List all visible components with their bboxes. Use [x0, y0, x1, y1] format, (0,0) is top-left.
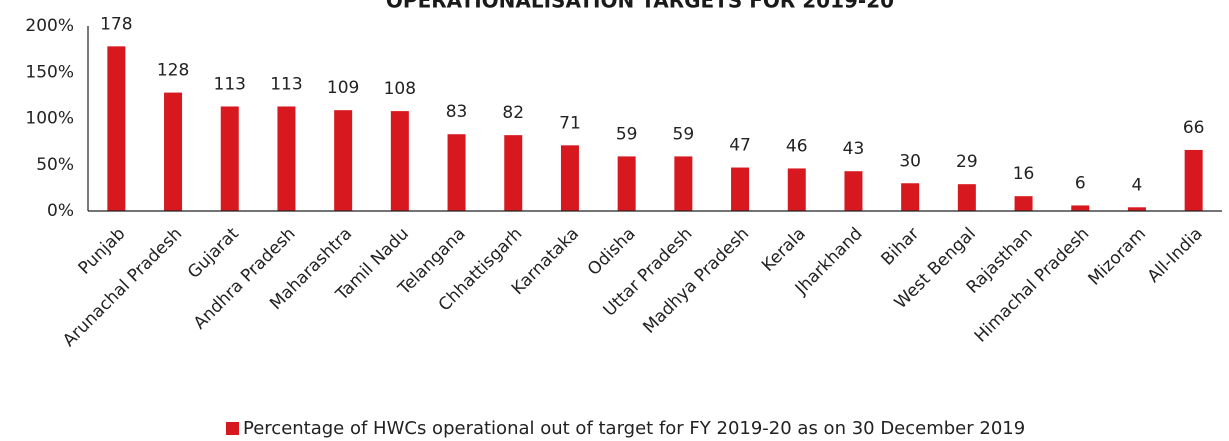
bar: [447, 134, 466, 211]
bar: [674, 156, 693, 211]
bar: [107, 46, 126, 211]
y-tick-label: 100%: [25, 109, 74, 129]
bar: [164, 92, 183, 211]
data-label: 109: [327, 78, 359, 98]
x-tick-label: Andhra Pradesh: [190, 224, 300, 334]
data-label: 29: [956, 152, 978, 172]
data-label: 46: [786, 136, 808, 156]
data-label: 4: [1132, 175, 1143, 195]
data-label: 59: [673, 124, 695, 144]
data-label: 43: [843, 139, 865, 159]
data-label: 108: [384, 79, 416, 99]
bar: [504, 135, 523, 211]
data-label: 82: [502, 103, 524, 123]
y-tick-label: 200%: [25, 16, 74, 36]
bar: [334, 110, 353, 211]
bar: [390, 111, 409, 211]
data-label: 47: [729, 136, 751, 156]
bar: [844, 171, 863, 211]
x-tick-label: Punjab: [75, 224, 130, 279]
data-label: 128: [157, 61, 189, 81]
legend-label: Percentage of HWCs operational out of ta…: [243, 418, 1025, 439]
bar: [1014, 196, 1033, 211]
chart-title: OPERATIONALISATION TARGETS FOR 2019-20: [386, 0, 894, 13]
bar: [1127, 207, 1146, 211]
data-label: 113: [270, 74, 302, 94]
y-tick-label: 50%: [36, 155, 74, 175]
y-tick-label: 150%: [25, 62, 74, 82]
x-tick-label: Madhya Pradesh: [639, 224, 753, 338]
bar: [1071, 205, 1090, 211]
bar: [1184, 149, 1203, 211]
x-tick-label: Kerala: [758, 224, 810, 276]
legend-swatch: [226, 422, 239, 435]
bar: [220, 106, 239, 211]
data-label: 16: [1013, 164, 1035, 184]
bar: [617, 156, 636, 211]
x-tick-label: All-India: [1144, 224, 1207, 287]
data-label: 71: [559, 113, 581, 133]
bar: [901, 183, 920, 211]
data-label: 66: [1183, 118, 1205, 138]
data-label: 83: [446, 102, 468, 122]
bar: [731, 167, 750, 211]
data-label: 113: [214, 74, 246, 94]
x-tick-label: Odisha: [584, 224, 640, 280]
bar: [787, 168, 806, 211]
data-label: 6: [1075, 173, 1086, 193]
data-label: 30: [899, 151, 921, 171]
data-label: 59: [616, 124, 638, 144]
x-tick-label: Mizoram: [1084, 224, 1150, 290]
x-tick-label: Bihar: [878, 224, 924, 270]
bar: [277, 106, 296, 211]
data-label: 178: [100, 14, 132, 34]
bar: [560, 145, 579, 211]
y-tick-label: 0%: [47, 201, 74, 221]
bar: [957, 184, 976, 211]
